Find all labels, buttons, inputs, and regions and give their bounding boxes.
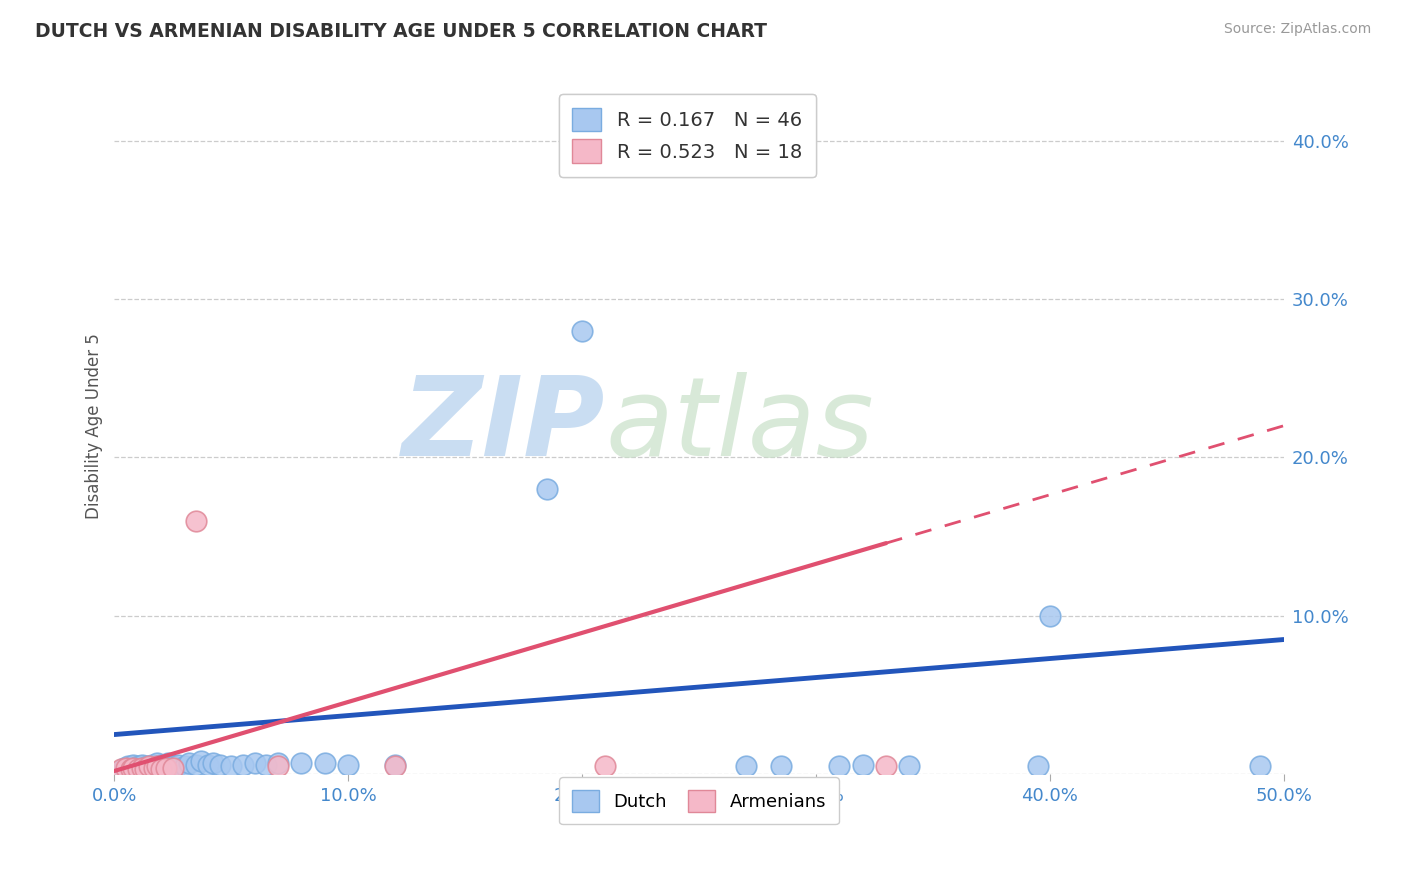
Point [208,757,231,772]
Point [734,759,756,773]
Point [150,757,173,772]
Point [120,763,142,777]
Point [134,763,156,777]
Point [898,759,921,773]
Point [828,759,851,773]
Point [1026,759,1049,773]
Point [267,756,290,770]
Point [232,757,254,772]
Point [136,759,159,773]
Point [110,763,132,777]
Point [129,761,152,775]
Point [314,756,336,770]
Point [112,761,135,775]
Point [127,759,149,773]
Point [150,763,173,777]
Point [875,759,897,773]
Point [852,757,875,772]
Point [120,761,142,775]
Point [1249,759,1271,773]
Point [173,759,195,773]
Point [1039,608,1062,623]
Text: ZIP: ZIP [402,372,606,479]
Text: DUTCH VS ARMENIAN DISABILITY AGE UNDER 5 CORRELATION CHART: DUTCH VS ARMENIAN DISABILITY AGE UNDER 5… [35,22,768,41]
Legend: Dutch, Armenians: Dutch, Armenians [560,777,839,824]
Point [197,757,219,772]
Point [166,757,188,772]
Point [384,757,406,772]
Point [186,514,208,528]
Point [769,759,792,773]
Point [221,759,243,773]
Point [131,761,153,775]
Point [143,761,166,775]
Point [131,757,153,772]
Point [190,755,212,769]
Point [138,761,160,775]
Point [595,759,617,773]
Point [384,759,406,773]
Point [115,761,138,775]
Point [145,756,167,770]
Point [117,759,139,773]
Point [254,757,277,772]
Point [571,324,593,338]
Point [143,759,166,773]
Point [155,761,177,775]
Point [127,763,149,777]
Point [124,763,146,777]
Point [122,757,145,772]
Y-axis label: Disability Age Under 5: Disability Age Under 5 [86,333,103,519]
Point [186,757,208,772]
Point [179,756,201,770]
Point [148,759,170,773]
Point [201,756,224,770]
Point [337,757,360,772]
Text: Source: ZipAtlas.com: Source: ZipAtlas.com [1223,22,1371,37]
Point [267,759,290,773]
Point [155,761,177,775]
Point [536,482,558,496]
Point [145,759,167,773]
Point [290,756,312,770]
Text: atlas: atlas [606,372,875,479]
Point [134,763,156,777]
Point [141,757,163,772]
Point [162,759,184,773]
Point [122,761,145,775]
Point [157,756,180,770]
Point [162,761,184,775]
Point [138,759,160,773]
Point [243,756,266,770]
